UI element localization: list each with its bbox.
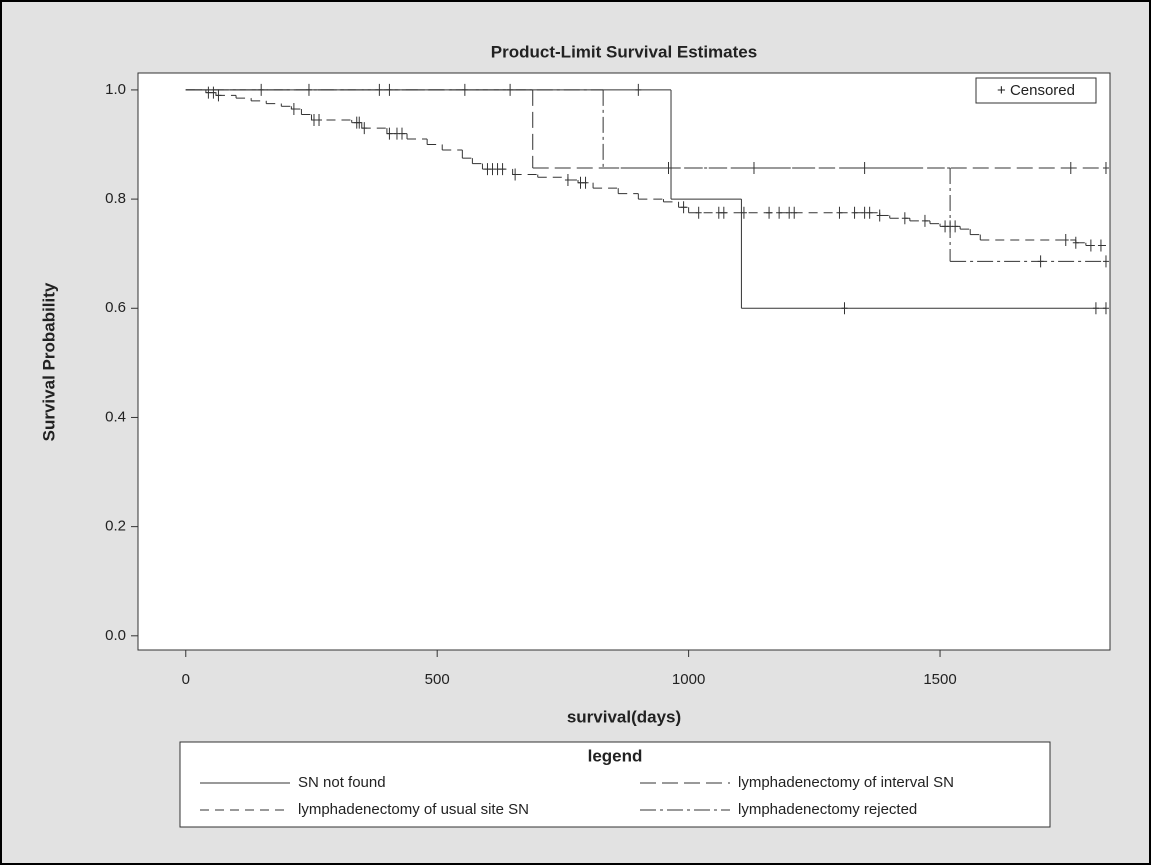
censor-mark bbox=[386, 127, 393, 140]
x-tick-label: 1500 bbox=[923, 671, 956, 688]
censor-mark bbox=[489, 163, 496, 176]
censor-mark bbox=[577, 176, 584, 189]
censor-mark bbox=[512, 168, 519, 181]
censor-mark bbox=[695, 206, 702, 219]
censor-mark bbox=[1062, 234, 1069, 247]
censor-mark bbox=[564, 173, 571, 186]
legend-label: lymphadenectomy of usual site SN bbox=[298, 801, 529, 818]
censored-key bbox=[975, 77, 1097, 104]
y-axis-title: Survival Probability bbox=[39, 282, 58, 441]
legend-label: SN not found bbox=[298, 774, 386, 791]
censor-mark bbox=[361, 122, 368, 135]
censor-mark bbox=[1037, 255, 1044, 268]
censor-mark bbox=[680, 201, 687, 214]
censor-mark bbox=[316, 113, 323, 126]
censor-mark bbox=[942, 220, 949, 233]
censor-mark bbox=[499, 163, 506, 176]
censor-mark bbox=[635, 83, 642, 96]
censor-mark bbox=[290, 103, 297, 116]
censor-mark bbox=[1102, 255, 1109, 268]
y-tick-label: 0.8 bbox=[105, 190, 126, 207]
x-axis-title: survival(days) bbox=[567, 707, 681, 726]
censor-mark bbox=[841, 302, 848, 315]
legend-label: lymphadenectomy of interval SN bbox=[738, 774, 954, 791]
censor-mark bbox=[1087, 239, 1094, 252]
censor-mark bbox=[776, 206, 783, 219]
legend-label: lymphadenectomy rejected bbox=[738, 801, 917, 818]
censor-mark bbox=[851, 206, 858, 219]
y-tick-label: 0.0 bbox=[105, 627, 126, 644]
plot-area bbox=[137, 72, 1111, 651]
y-tick-label: 0.6 bbox=[105, 299, 126, 316]
censor-mark bbox=[866, 206, 873, 219]
censor-mark bbox=[1102, 302, 1109, 315]
censor-mark bbox=[310, 113, 317, 126]
censor-mark bbox=[1072, 236, 1079, 249]
censor-mark bbox=[876, 209, 883, 222]
censor-mark bbox=[740, 206, 747, 219]
censor-mark bbox=[1097, 239, 1104, 252]
censor-mark bbox=[494, 163, 501, 176]
y-tick-label: 0.4 bbox=[105, 408, 126, 425]
censor-mark bbox=[582, 176, 589, 189]
censor-mark bbox=[861, 206, 868, 219]
censor-mark bbox=[766, 206, 773, 219]
y-tick-label: 0.2 bbox=[105, 518, 126, 535]
censor-mark bbox=[1102, 161, 1109, 174]
censor-mark bbox=[205, 86, 212, 99]
censor-mark bbox=[921, 214, 928, 227]
censor-mark bbox=[215, 89, 222, 102]
legend-title: legend bbox=[588, 746, 643, 765]
censor-mark bbox=[786, 206, 793, 219]
x-tick-label: 1000 bbox=[672, 671, 705, 688]
censor-mark bbox=[210, 86, 217, 99]
x-tick-label: 0 bbox=[182, 671, 190, 688]
y-tick-label: 1.0 bbox=[105, 81, 126, 98]
censored-key-label: + Censored bbox=[997, 82, 1075, 99]
censor-mark bbox=[398, 127, 405, 140]
censor-mark bbox=[356, 116, 363, 129]
censor-mark bbox=[901, 212, 908, 225]
censor-mark bbox=[836, 206, 843, 219]
x-tick-label: 500 bbox=[425, 671, 450, 688]
legend bbox=[179, 741, 1051, 828]
censor-mark bbox=[791, 206, 798, 219]
censor-mark bbox=[720, 206, 727, 219]
censor-mark bbox=[1092, 302, 1099, 315]
chart-title: Product-Limit Survival Estimates bbox=[491, 42, 757, 61]
censor-mark bbox=[1067, 161, 1074, 174]
censor-mark bbox=[715, 206, 722, 219]
censor-mark bbox=[952, 220, 959, 233]
censor-mark bbox=[393, 127, 400, 140]
censor-mark bbox=[484, 163, 491, 176]
